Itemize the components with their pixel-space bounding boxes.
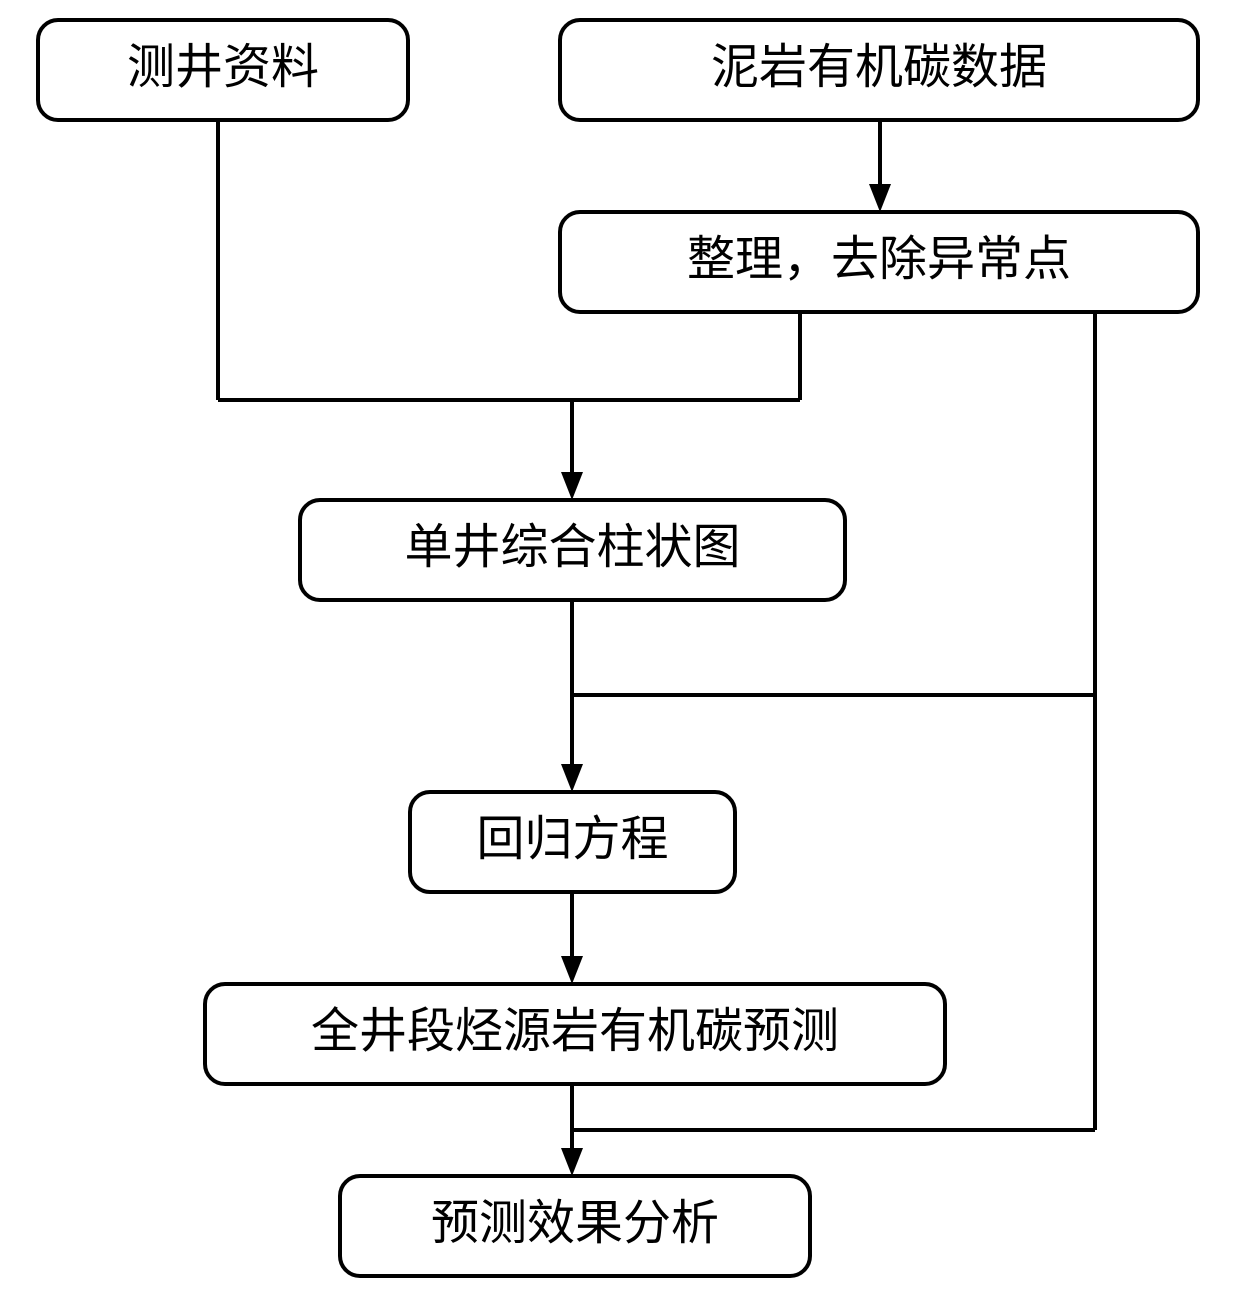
arrowhead-e6 [561,1148,583,1176]
node-n1: 测井资料 [38,20,408,120]
node-n4: 回归方程 [410,792,735,892]
node-n5: 全井段烃源岩有机碳预测 [205,984,945,1084]
node-n6: 预测效果分析 [340,1176,810,1276]
node-label-n4: 回归方程 [476,813,668,866]
arrowhead-e4 [561,764,583,792]
node-label-n5: 全井段烃源岩有机碳预测 [311,1005,839,1058]
arrowhead-e2 [869,184,891,212]
node-n2: 泥岩有机碳数据 [560,20,1198,120]
node-n3: 单井综合柱状图 [300,500,845,600]
node-label-n6: 预测效果分析 [431,1197,719,1250]
arrowhead-e5 [561,956,583,984]
node-label-n1: 测井资料 [127,41,319,94]
node-label-n3: 单井综合柱状图 [404,521,740,574]
node-n2b: 整理，去除异常点 [560,212,1198,312]
arrowhead-e3c [561,472,583,500]
node-label-n2: 泥岩有机碳数据 [711,41,1047,94]
node-label-n2b: 整理，去除异常点 [687,233,1071,286]
